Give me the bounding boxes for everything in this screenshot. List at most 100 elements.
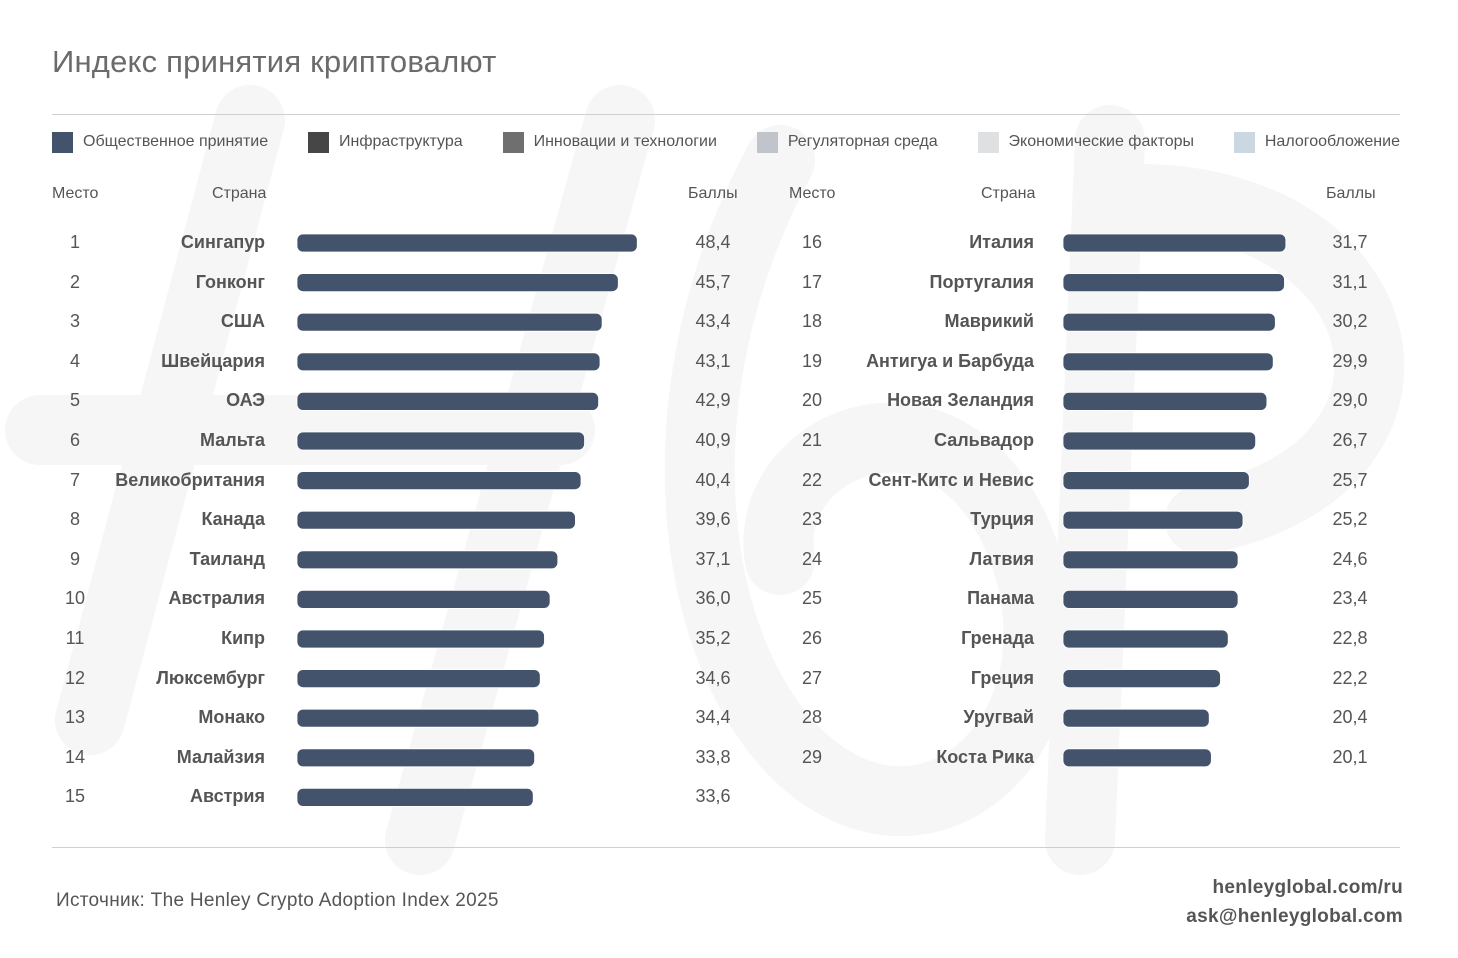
bar-segment-public-adoption [1062,233,1287,253]
bar-row [296,273,619,293]
bottom-divider [52,847,1400,848]
score-label: 42,9 [695,390,731,411]
bar-row [1062,471,1250,491]
bar-row [1062,550,1239,570]
rank-label: 29 [801,746,823,767]
country-label: Мальта [200,430,265,450]
score-label: 22,8 [1332,628,1368,648]
country-label: Греция [970,667,1034,688]
bar-segment-public-adoption [296,352,601,372]
rank-label: 3 [69,311,80,332]
legend-label: Общественное принятие [83,133,269,150]
country-label: США [220,311,265,332]
rank-label: 11 [65,628,85,648]
score-label: 40,4 [695,469,731,490]
rank-label: 16 [801,232,823,252]
legend-swatch [977,131,999,153]
score-label: 23,4 [1332,588,1368,609]
score-label: 20,1 [1332,746,1368,767]
bar-row [1062,590,1239,609]
bar-row [1062,669,1221,688]
score-label: 25,2 [1332,509,1368,530]
bar-segment-public-adoption [1062,708,1210,728]
header-score-right: Баллы [1326,185,1376,202]
score-label: 33,6 [695,786,731,807]
country-label: ОАЭ [226,390,265,411]
country-label: Таиланд [189,548,265,569]
score-label: 37,1 [695,548,731,569]
score-label: 43,1 [695,350,731,371]
bar-segment-public-adoption [1062,312,1276,332]
rank-label: 12 [64,667,86,688]
country-label: Новая Зеландия [887,390,1034,411]
bar-row [1062,708,1210,728]
bar-segment-public-adoption [296,471,582,491]
country-label: Антигуа и Барбуда [866,350,1034,371]
score-label: 45,7 [695,271,731,292]
legend-item-infrastructure: Инфраструктура [308,131,463,153]
bar-segment-public-adoption [296,669,541,688]
rank-label: 1 [69,232,80,252]
country-label: Сальвадор [934,430,1034,450]
bar-row [296,629,545,649]
bar-segment-public-adoption [296,431,585,451]
email-link[interactable]: ask@henleyglobal.com [1186,906,1403,927]
country-label: Малайзия [176,746,265,767]
legend-swatch [1233,131,1255,153]
country-label: Латвия [969,548,1034,569]
country-label: Австралия [168,588,265,609]
bar-row [296,471,582,491]
score-label: 31,1 [1332,271,1368,292]
bar-segment-public-adoption [296,748,536,768]
country-label: Коста Рика [936,746,1034,767]
score-label: 48,4 [695,232,731,252]
bar-row [296,312,603,332]
source-note: Источник: The Henley Crypto Adoption Ind… [56,890,499,911]
header-rank-right: Место [789,185,836,202]
bar-row [1062,510,1244,530]
country-label: Панама [967,588,1034,609]
country-label: Гренада [961,628,1034,648]
header-country-right: Страна [981,185,1036,202]
country-label: Маврикий [944,311,1035,332]
score-label: 35,2 [695,628,731,648]
legend-swatch [502,131,524,153]
bar-row [1062,391,1268,411]
legend-item-innovation: Инновации и технологии [502,131,717,153]
header-country-left: Страна [212,185,267,202]
country-label: Австрия [189,786,265,807]
bar-segment-public-adoption [1062,431,1257,451]
bar-row [1062,233,1287,253]
legend-item-public-adoption: Общественное принятие [52,131,269,153]
bar-segment-public-adoption [1062,590,1239,609]
bar-row [296,788,534,807]
rank-label: 10 [64,588,86,609]
score-label: 36,0 [695,588,731,609]
rank-label: 24 [801,548,823,569]
score-label: 31,7 [1332,232,1368,252]
legend-item-economic: Экономические факторы [977,131,1194,153]
country-label: Кипр [221,628,265,648]
bar-row [296,590,551,609]
country-label: Сингапур [180,232,265,252]
rank-label: 8 [69,509,80,530]
bar-segment-public-adoption [1062,391,1268,411]
bar-segment-public-adoption [1062,629,1229,649]
score-label: 33,8 [695,746,731,767]
bar-row [296,391,599,411]
country-label: Италия [969,232,1034,252]
rank-label: 26 [801,628,823,648]
bar-row [1062,431,1257,451]
rank-label: 18 [801,311,823,332]
website-link[interactable]: henleyglobal.com/ru [1212,877,1403,898]
bar-row [296,510,576,530]
bar-segment-public-adoption [1062,550,1239,570]
country-label: Португалия [929,271,1034,292]
bar-row [296,708,540,728]
bar-row [1062,352,1274,372]
bar-row [296,669,541,688]
legend-swatch [52,131,73,153]
rank-label: 2 [69,271,80,292]
score-label: 25,7 [1332,469,1368,490]
